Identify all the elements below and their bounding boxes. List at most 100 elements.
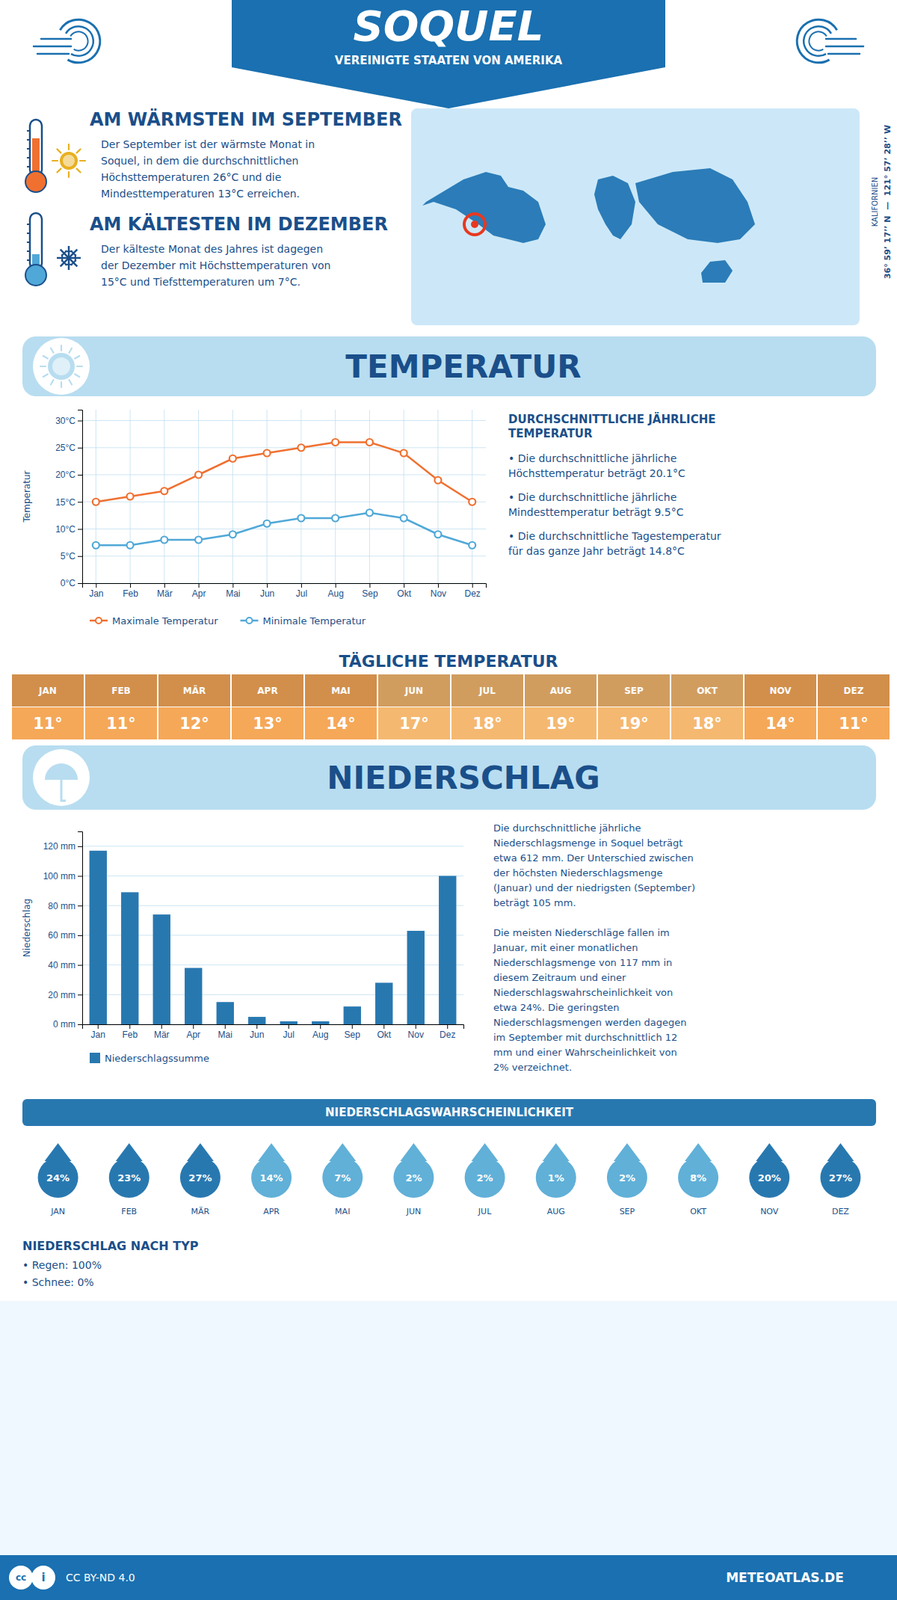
x-tick-label: Nov [408, 1029, 424, 1040]
chart-title: NIEDERSCHLAGSWAHRSCHEINLICHKEIT [325, 1105, 575, 1120]
x-tick-mark [403, 583, 405, 588]
y-tick-mark [77, 965, 83, 966]
y-tick-label: 5°C [60, 550, 76, 562]
category-label: FEB [121, 1206, 137, 1217]
y-tick-label: 10°C [55, 523, 76, 535]
x-tick: Mär [156, 583, 173, 599]
bar [280, 1021, 298, 1025]
y-tick-label: 15°C [55, 497, 76, 508]
wind-line [825, 38, 856, 41]
content-background [0, 0, 897, 1301]
data-label: 14% [260, 1172, 284, 1184]
y-tick-label: 25°C [55, 442, 76, 453]
bar [311, 1021, 329, 1025]
wind-line [825, 45, 864, 48]
license-icon [8, 1565, 33, 1590]
point-marker [366, 438, 374, 446]
sun-icon [40, 345, 83, 388]
sun-ray [68, 144, 70, 150]
icon-background [32, 337, 90, 395]
sun-ray [74, 355, 80, 359]
y-tick: 20°C [55, 469, 83, 480]
category-label: NOV [760, 1206, 779, 1217]
x-tick: Aug [312, 1024, 329, 1040]
point-marker [468, 541, 476, 549]
y-tick: 30°C [55, 415, 83, 427]
data-label: 13° [252, 714, 283, 733]
droplet [393, 1142, 434, 1198]
sun-ray [60, 345, 63, 351]
category-label: JUN [405, 1206, 422, 1217]
umbrella-canopy [44, 763, 78, 780]
license-icon [31, 1565, 56, 1590]
sun-ray [76, 148, 81, 153]
data-label: 1% [547, 1172, 565, 1184]
table-title: TÄGLICHE TEMPERATUR [339, 651, 559, 671]
point-marker [127, 541, 134, 549]
infographic: SOQUELVEREINIGTE STAATEN VON AMERIKAAM W… [0, 0, 897, 1600]
subtitle: VEREINIGTE STAATEN VON AMERIKA [334, 53, 563, 68]
data-label: 24% [46, 1172, 70, 1184]
value-cell [671, 707, 744, 740]
y-tick-mark [77, 420, 83, 422]
coordinates: 36° 59’ 17’’ N — 121° 57’ 28’’ W [882, 124, 893, 279]
point-marker [160, 536, 168, 544]
sun-ray [76, 168, 81, 173]
y-grid-line [82, 501, 486, 503]
data-label: 27% [828, 1172, 853, 1184]
wind-swirl [70, 31, 88, 51]
data-label: 11° [32, 714, 63, 733]
x-tick: Jun [260, 583, 275, 599]
type-text: • Schnee: 0% [22, 1275, 95, 1288]
sun-ray [56, 168, 61, 173]
text-line: Soquel, in dem die durchschnittlichen [100, 154, 299, 167]
bar [184, 968, 202, 1025]
text-line: Niederschlagsmengen werden dagegen [493, 1016, 687, 1028]
footer [0, 1554, 897, 1600]
x-axis: JanFebMärAprMaiJunJulAugSepOktNovDez [82, 583, 487, 599]
x-grid-line [95, 409, 97, 584]
header-cell [451, 674, 524, 707]
point-marker [263, 520, 271, 527]
x-tick-mark [129, 1024, 131, 1029]
point-marker [92, 498, 100, 506]
text-line: der höchsten Niederschlagsmenge [493, 867, 663, 879]
section-title: NIEDERSCHLAG [326, 759, 600, 797]
point-marker [195, 536, 202, 544]
value-cell [817, 707, 890, 740]
data-label: 27% [188, 1172, 212, 1184]
category-label: OKT [689, 1206, 707, 1217]
warmest-title: AM WÄRMSTEN IM SEPTEMBER [89, 108, 403, 131]
x-tick: Jan [88, 583, 104, 599]
wind-line [33, 45, 72, 48]
text-line: Der kälteste Monat des Jahres ist dagege… [100, 242, 323, 255]
x-tick: Jul [296, 583, 308, 599]
x-tick-label: Okt [376, 1029, 391, 1040]
legend-entry: Maximale Temperatur [89, 615, 219, 627]
category-label: MÄR [191, 1206, 211, 1217]
text-line: Niederschlagswahrscheinlichkeit von [493, 986, 673, 998]
text-line: Die meisten Niederschläge fallen im [493, 926, 670, 939]
category-label: DEZ [831, 1206, 850, 1217]
sun-icon [52, 144, 86, 178]
y-axis-title: Niederschlag [21, 898, 33, 957]
y-grid-line [82, 474, 486, 476]
legend-marker [246, 617, 253, 624]
x-tick-label: Apr [192, 588, 207, 599]
x-tick-label: Jan [91, 1029, 106, 1040]
header-cell [598, 674, 670, 707]
license-text: CC BY-ND 4.0 [65, 1571, 136, 1584]
droplet [820, 1142, 861, 1198]
x-tick-label: Nov [430, 588, 447, 599]
thermometer-tick [26, 130, 30, 132]
legend-label: Maximale Temperatur [112, 615, 219, 627]
droplet [180, 1142, 221, 1198]
point-marker [400, 449, 408, 457]
thermometer-tick [26, 241, 30, 243]
sun-ray [76, 365, 83, 368]
header-label: JAN [38, 685, 57, 696]
sun-ray [79, 159, 86, 162]
value-cell [304, 707, 377, 740]
x-tick: Nov [408, 1024, 424, 1040]
data-label: 11° [838, 714, 869, 733]
